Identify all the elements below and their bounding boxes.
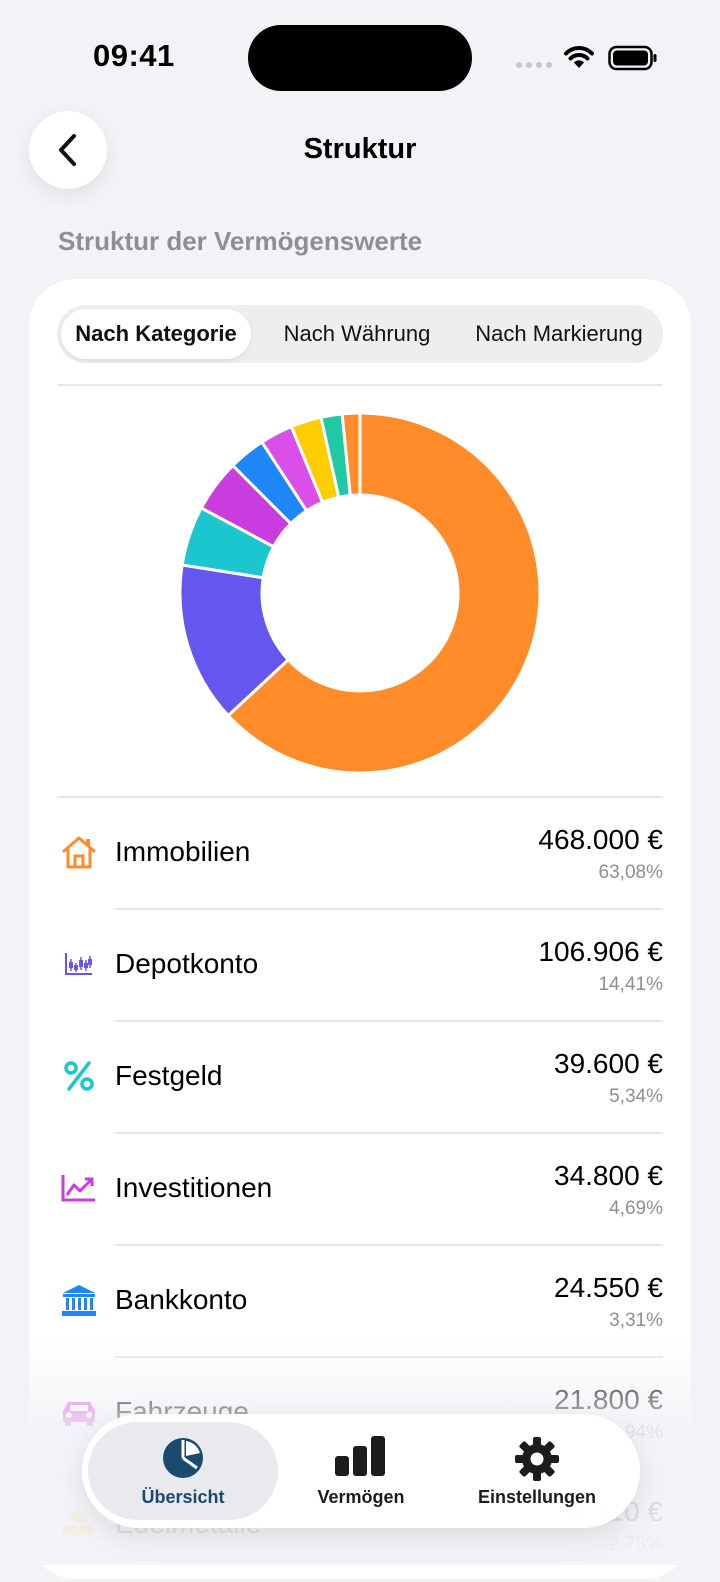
tab-assets[interactable]: Vermögen (268, 1422, 454, 1520)
page-title: Struktur (303, 133, 417, 165)
segment-by-tag[interactable]: Nach Markierung (475, 321, 643, 346)
row-separator (115, 1244, 663, 1246)
category-label: Immobilien (115, 836, 251, 867)
segment-by-category[interactable]: Nach Kategorie (61, 309, 251, 359)
category-amount: 106.906 € (538, 936, 663, 967)
list-item[interactable]: Immobilien 468.000 € 63,08% (29, 798, 691, 910)
bank-icon (59, 1280, 99, 1320)
category-percentage: 4,69% (609, 1198, 663, 1219)
category-label: Depotkonto (115, 948, 259, 979)
battery-icon (608, 45, 657, 71)
cellular-signal-icon (516, 62, 552, 70)
donut-slice (340, 412, 362, 498)
list-item[interactable]: Depotkonto 106.906 € 14,41% (29, 910, 691, 1022)
tab-label: Einstellungen (477, 1487, 596, 1507)
tab-bar: Übersicht Vermögen Einstellungen (82, 1414, 640, 1528)
row-separator (115, 908, 663, 910)
dynamic-island (248, 25, 472, 91)
trend-up-icon (59, 1168, 99, 1208)
category-percentage: 14,41% (598, 974, 663, 995)
gear-icon (515, 1437, 559, 1481)
house-icon (59, 832, 99, 872)
category-donut-chart (179, 412, 541, 774)
divider (57, 384, 663, 386)
category-label: Investitionen (115, 1172, 273, 1203)
chevron-left-icon (59, 134, 76, 166)
category-percentage: 5,34% (609, 1086, 663, 1107)
tab-label: Vermögen (317, 1487, 405, 1507)
category-label: Bankkonto (115, 1284, 248, 1315)
percent-icon (59, 1056, 99, 1096)
list-item[interactable]: Investitionen 34.800 € 4,69% (29, 1134, 691, 1246)
category-amount: 39.600 € (554, 1048, 663, 1079)
tab-settings[interactable]: Einstellungen (444, 1422, 630, 1520)
category-label: Festgeld (115, 1060, 223, 1091)
segmented-control: Nach Kategorie Nach Währung Nach Markier… (57, 305, 663, 363)
bar-chart-icon (335, 1436, 385, 1476)
status-bar: 09:41 (0, 0, 720, 110)
tab-label: Übersicht (141, 1487, 225, 1507)
category-amount: 24.550 € (554, 1272, 663, 1303)
segment-by-currency[interactable]: Nach Währung (283, 321, 431, 346)
category-percentage: 3,31% (609, 1310, 663, 1331)
list-item[interactable]: Festgeld 39.600 € 5,34% (29, 1022, 691, 1134)
pie-chart-icon (163, 1438, 203, 1478)
list-item[interactable]: Bankkonto 24.550 € 3,31% (29, 1246, 691, 1358)
divider (57, 796, 663, 798)
category-amount: 468.000 € (538, 824, 663, 855)
donut-slice (226, 412, 541, 774)
tab-overview[interactable]: Übersicht (88, 1422, 278, 1520)
row-separator (115, 1132, 663, 1134)
wifi-icon (564, 46, 594, 68)
category-amount: 34.800 € (554, 1160, 663, 1191)
status-time: 09:41 (93, 38, 175, 73)
category-percentage: 63,08% (598, 862, 663, 883)
row-separator (115, 1020, 663, 1022)
candlestick-chart-icon (59, 944, 99, 984)
section-header: Struktur der Vermögenswerte (58, 226, 423, 256)
back-button[interactable] (29, 111, 107, 189)
